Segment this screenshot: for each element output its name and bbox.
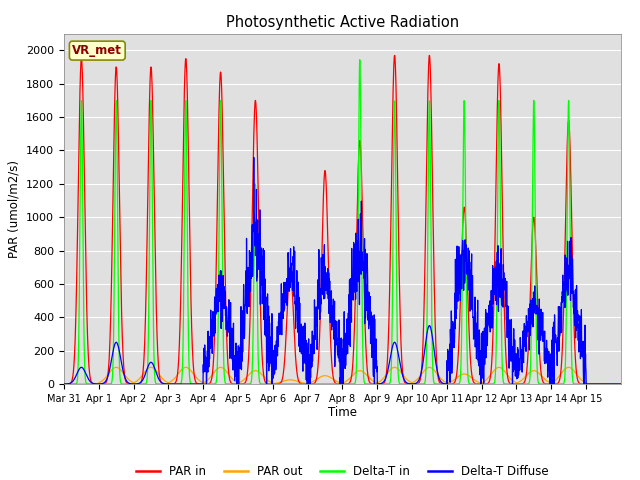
X-axis label: Time: Time xyxy=(328,407,357,420)
Title: Photosynthetic Active Radiation: Photosynthetic Active Radiation xyxy=(226,15,459,30)
Y-axis label: PAR (umol/m2/s): PAR (umol/m2/s) xyxy=(8,160,20,258)
Text: VR_met: VR_met xyxy=(72,44,122,57)
Legend: PAR in, PAR out, Delta-T in, Delta-T Diffuse: PAR in, PAR out, Delta-T in, Delta-T Dif… xyxy=(131,461,554,480)
